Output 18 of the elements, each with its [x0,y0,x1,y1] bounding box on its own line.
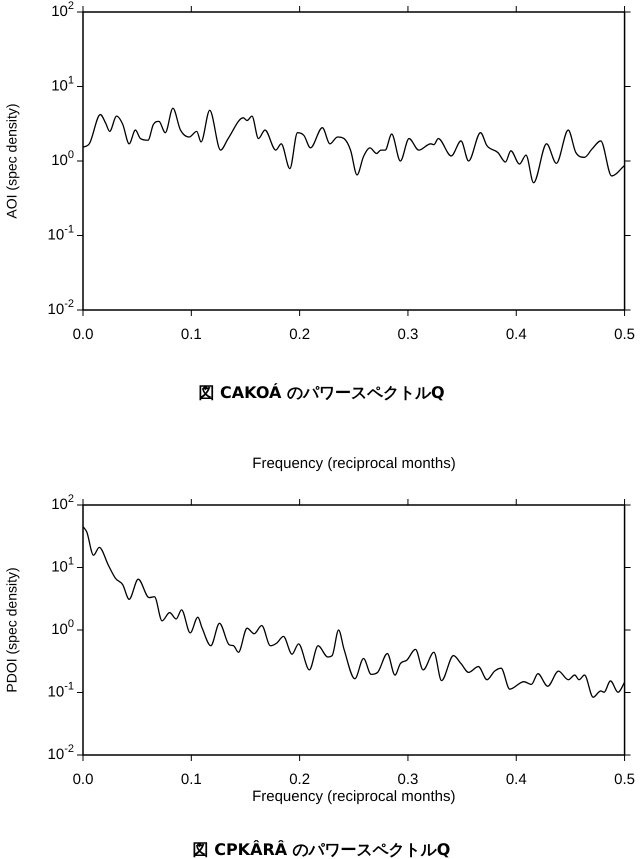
x-tick-label: 0.3 [398,771,418,788]
x-tick-label: 0.2 [289,326,310,344]
x-axis-title: Frequency (reciprocal months) [251,455,457,472]
x-tick-label: 0.4 [506,326,527,344]
x-tick-label: 0.5 [614,326,636,344]
text: 図 CPKÂRÂ のパワースペクトルQ [192,840,452,859]
x-axis-title: Frequency (reciprocal months) [252,788,456,806]
x-tick-label: 0.5 [614,771,636,788]
y-axis-title: PDOI (spec density) [3,567,20,693]
x-tick-label: 0.4 [506,771,527,788]
x-tick-label: 0.1 [180,326,202,344]
x-tick-label: 0.0 [72,771,94,788]
y-axis-title: AOI (spec density) [3,103,20,219]
text: 図 CAKOÁ のパワースペクトルQ [197,383,446,404]
x-tick-label: 0.1 [180,771,202,788]
x-tick-label: 0.0 [72,326,94,344]
x-tick-label: 0.2 [289,771,310,788]
x-tick-label: 0.3 [398,326,418,344]
